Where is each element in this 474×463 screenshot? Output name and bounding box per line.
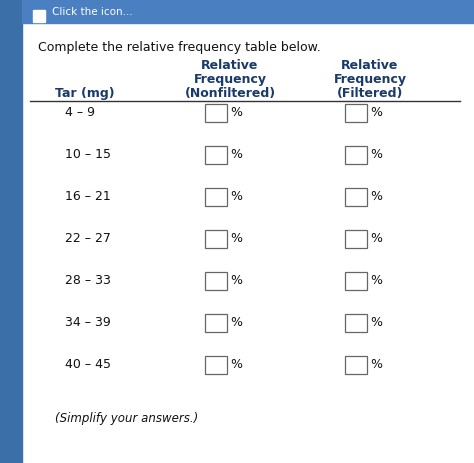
Text: %: % bbox=[230, 317, 242, 330]
Text: (Simplify your answers.): (Simplify your answers.) bbox=[55, 412, 198, 425]
Bar bbox=[345, 230, 367, 248]
Text: Relative: Relative bbox=[341, 59, 399, 72]
Text: %: % bbox=[370, 232, 382, 245]
Text: 4 – 9: 4 – 9 bbox=[65, 106, 95, 119]
Text: Complete the relative frequency table below.: Complete the relative frequency table be… bbox=[38, 41, 321, 54]
Bar bbox=[345, 356, 367, 374]
Bar bbox=[205, 104, 227, 122]
Text: %: % bbox=[370, 106, 382, 119]
Text: %: % bbox=[230, 106, 242, 119]
Text: Click the icon...: Click the icon... bbox=[52, 7, 133, 17]
Bar bbox=[345, 188, 367, 206]
Text: (Nonfiltered): (Nonfiltered) bbox=[184, 87, 275, 100]
Text: %: % bbox=[230, 275, 242, 288]
Text: 22 – 27: 22 – 27 bbox=[65, 232, 111, 245]
Bar bbox=[345, 146, 367, 164]
Text: %: % bbox=[230, 232, 242, 245]
Text: Tar (mg): Tar (mg) bbox=[55, 87, 115, 100]
Text: %: % bbox=[370, 190, 382, 204]
Text: %: % bbox=[370, 149, 382, 162]
Text: %: % bbox=[370, 275, 382, 288]
Bar bbox=[205, 314, 227, 332]
Bar bbox=[345, 104, 367, 122]
Text: Relative: Relative bbox=[201, 59, 259, 72]
Text: 40 – 45: 40 – 45 bbox=[65, 358, 111, 371]
Text: %: % bbox=[370, 317, 382, 330]
Text: Frequency: Frequency bbox=[334, 73, 407, 86]
Text: 16 – 21: 16 – 21 bbox=[65, 190, 111, 204]
Bar bbox=[345, 272, 367, 290]
Text: Frequency: Frequency bbox=[193, 73, 266, 86]
Text: %: % bbox=[230, 358, 242, 371]
Text: %: % bbox=[230, 190, 242, 204]
Bar bbox=[205, 188, 227, 206]
Bar bbox=[205, 272, 227, 290]
Text: 10 – 15: 10 – 15 bbox=[65, 149, 111, 162]
Text: 34 – 39: 34 – 39 bbox=[65, 317, 111, 330]
Text: %: % bbox=[230, 149, 242, 162]
Bar bbox=[205, 356, 227, 374]
Bar bbox=[345, 314, 367, 332]
Text: (Filtered): (Filtered) bbox=[337, 87, 403, 100]
Bar bbox=[205, 230, 227, 248]
Bar bbox=[0, 0, 22, 463]
Text: %: % bbox=[370, 358, 382, 371]
Bar bbox=[22, 0, 474, 23]
Text: 28 – 33: 28 – 33 bbox=[65, 275, 111, 288]
Bar bbox=[205, 146, 227, 164]
